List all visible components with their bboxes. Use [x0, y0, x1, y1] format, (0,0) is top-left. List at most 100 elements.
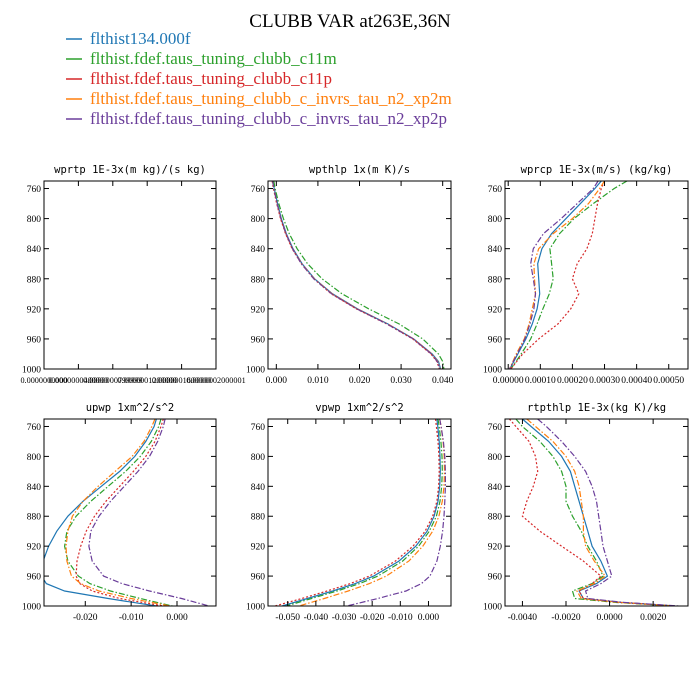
y-tick-label: 840	[488, 245, 503, 255]
x-tick-label: 0.000	[166, 613, 188, 623]
y-tick-label: 760	[27, 423, 42, 433]
panel-title: wprcp 1E-3x(m/s) (kg/kg)	[521, 164, 673, 176]
y-tick-label: 800	[488, 215, 503, 225]
legend: flthist134.000fflthist.fdef.taus_tuning_…	[66, 29, 452, 128]
series-line	[508, 419, 675, 606]
x-tick-label: -0.010	[388, 613, 413, 623]
y-tick-label: 840	[251, 483, 266, 493]
series-line	[298, 419, 446, 606]
x-tick-label: 0.000	[266, 376, 288, 386]
series-line	[271, 181, 440, 369]
y-tick-label: 840	[488, 483, 503, 493]
series-line	[510, 181, 628, 369]
x-tick-label: 0.00000	[493, 376, 524, 386]
x-tick-label: 0.0000000799999	[83, 376, 142, 385]
x-tick-label: 0.00010	[525, 376, 556, 386]
legend-label: flthist.fdef.taus_tuning_clubb_c11m	[90, 49, 337, 68]
series-line	[526, 419, 675, 606]
y-tick-label: 880	[251, 275, 266, 285]
legend-item: flthist.fdef.taus_tuning_clubb_c_invrs_t…	[66, 109, 447, 128]
x-tick-label: -0.030	[332, 613, 357, 623]
y-tick-label: 840	[251, 245, 266, 255]
x-tick-label: -0.020	[73, 613, 98, 623]
series-line	[515, 419, 675, 606]
y-tick-label: 1000	[483, 603, 502, 613]
series-line	[510, 181, 606, 369]
chart-panel: upwp 1xm^2/s^2 760 800 840 880 920 960 1000 -0.0…	[22, 402, 217, 623]
y-tick-label: 960	[251, 573, 266, 583]
series-line	[65, 419, 171, 606]
series-line	[537, 419, 680, 606]
x-tick-label: 0.00050	[653, 376, 684, 386]
y-tick-label: 960	[27, 573, 42, 583]
x-tick-label: 0.0020	[640, 613, 666, 623]
y-tick-label: 920	[251, 305, 266, 315]
panel-title: rtpthlp 1E-3x(kg K)/kg	[527, 402, 666, 414]
chart-panel: rtpthlp 1E-3x(kg K)/kg 760 800 840 880 920 960…	[483, 402, 689, 623]
legend-item: flthist.fdef.taus_tuning_clubb_c11m	[66, 49, 337, 68]
x-tick-label: 0.000	[418, 613, 440, 623]
figure-title: CLUBB VAR at263E,36N	[249, 11, 451, 32]
series-line	[286, 419, 443, 606]
y-tick-label: 960	[27, 335, 42, 345]
y-tick-label: 1000	[246, 366, 265, 376]
y-tick-label: 1000	[22, 366, 41, 376]
x-tick-label: 0.0000	[597, 613, 623, 623]
chart-panel: wprtp 1E-3x(m kg)/(s kg) 760 800 840 880 920 9…	[20, 164, 245, 385]
legend-label: flthist.fdef.taus_tuning_clubb_c_invrs_t…	[90, 89, 452, 108]
y-tick-label: 760	[251, 423, 266, 433]
y-tick-label: 760	[251, 185, 266, 195]
series-line	[44, 419, 157, 606]
series-line	[274, 419, 440, 606]
series-line	[522, 419, 675, 606]
plot-frame	[43, 418, 217, 607]
series-line	[88, 419, 210, 606]
legend-label: flthist.fdef.taus_tuning_clubb_c_invrs_t…	[90, 109, 447, 128]
plot-frame	[43, 180, 217, 370]
series-line	[281, 419, 441, 606]
y-tick-label: 920	[251, 543, 266, 553]
y-tick-label: 800	[27, 453, 42, 463]
y-tick-label: 760	[488, 423, 503, 433]
x-tick-label: -0.020	[360, 613, 385, 623]
series-line	[75, 419, 164, 606]
y-tick-label: 760	[488, 185, 503, 195]
x-tick-label: 0.020	[349, 376, 371, 386]
y-tick-label: 960	[251, 335, 266, 345]
x-tick-label: 0.0000001200000	[118, 376, 177, 385]
chart-panel: wprcp 1E-3x(m/s) (kg/kg) 760 800 840 880 920 9…	[483, 164, 689, 386]
x-tick-label: 0.00030	[589, 376, 620, 386]
x-tick-label: 0.0000002000001	[186, 376, 245, 385]
y-tick-label: 840	[27, 483, 42, 493]
y-tick-label: 800	[251, 215, 266, 225]
chart-panel: wpthlp 1x(m K)/s76080084088092096010000.…	[246, 164, 454, 386]
y-tick-label: 920	[27, 543, 42, 553]
y-tick-label: 800	[488, 453, 503, 463]
series-line	[273, 181, 445, 369]
x-tick-label: -0.040	[304, 613, 329, 623]
x-tick-label: 0.00040	[621, 376, 652, 386]
panel-title: wpthlp 1x(m K)/s	[309, 164, 410, 176]
series-line	[509, 181, 602, 369]
y-tick-label: 840	[27, 245, 42, 255]
y-tick-label: 880	[27, 275, 42, 285]
x-tick-label: 0.0000001600000	[152, 376, 211, 385]
y-tick-label: 920	[488, 543, 503, 553]
x-tick-label: 0.040	[432, 376, 454, 386]
x-tick-label: 0.0000000400000	[49, 376, 108, 385]
x-tick-label: -0.0040	[508, 613, 538, 623]
plot-frame	[267, 418, 452, 607]
x-tick-label: -0.0020	[551, 613, 581, 623]
legend-item: flthist134.000f	[66, 29, 191, 48]
x-tick-label: 0.030	[390, 376, 412, 386]
legend-item: flthist.fdef.taus_tuning_clubb_c11p	[66, 69, 332, 88]
series-line	[508, 181, 599, 369]
y-tick-label: 880	[488, 513, 503, 523]
y-tick-label: 920	[27, 305, 42, 315]
chart-panel: vpwp 1xm^2/s^2 760 800 840 880 920 960 1000 -0.0…	[246, 402, 452, 623]
y-tick-label: 1000	[22, 603, 41, 613]
legend-item: flthist.fdef.taus_tuning_clubb_c_invrs_t…	[66, 89, 452, 108]
series-line	[508, 181, 606, 369]
y-tick-label: 880	[251, 513, 266, 523]
